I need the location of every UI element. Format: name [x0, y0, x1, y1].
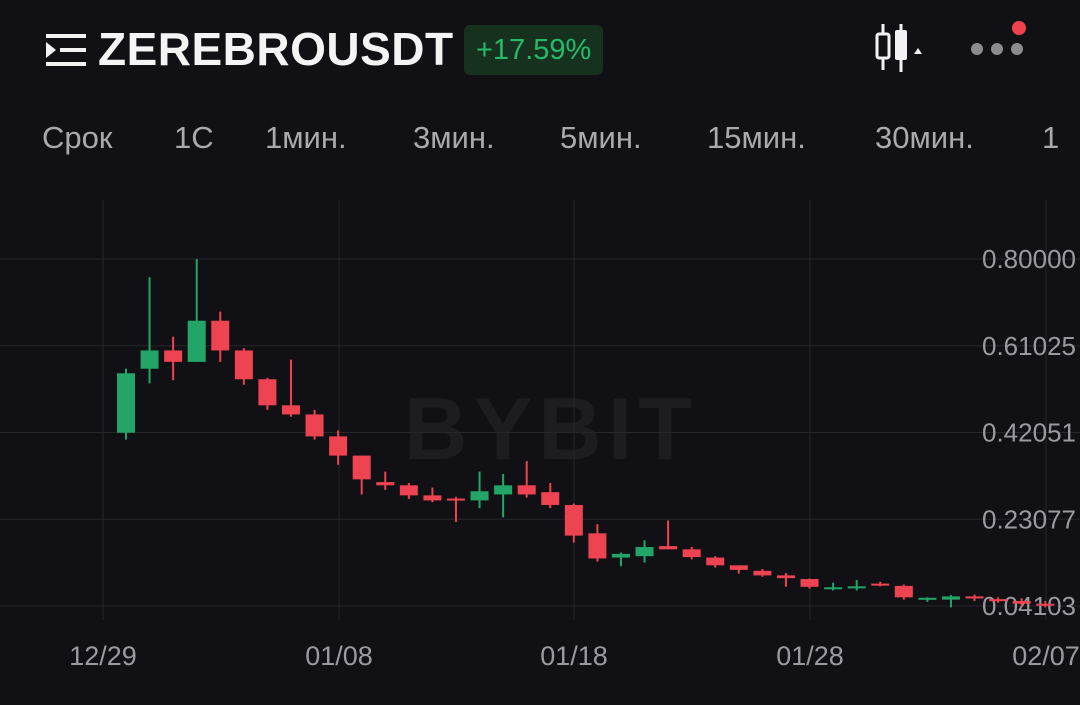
- candle-body[interactable]: [611, 553, 630, 558]
- candle-body[interactable]: [187, 320, 206, 362]
- candle-body[interactable]: [423, 495, 442, 501]
- more-dots-icon[interactable]: [968, 18, 1030, 64]
- header: ZEREBROUSDT +17.59%: [0, 0, 1080, 100]
- candle-body[interactable]: [329, 436, 348, 456]
- candle-body[interactable]: [965, 596, 984, 599]
- x-tick-label: 01/18: [540, 641, 608, 671]
- candle-body[interactable]: [753, 570, 772, 576]
- candle-body[interactable]: [234, 350, 253, 380]
- tab-15min[interactable]: 15мин.: [707, 120, 806, 155]
- candle-body[interactable]: [659, 546, 678, 550]
- tab-5min[interactable]: 5мин.: [560, 120, 642, 155]
- price-chart[interactable]: 12/29 01/08 01/18 01/28 02/07 0.80000 0.61025 0…: [0, 190, 1080, 705]
- candle-body[interactable]: [470, 491, 489, 501]
- candle-body[interactable]: [588, 533, 607, 559]
- candle-body[interactable]: [494, 485, 513, 495]
- tab-30min[interactable]: 30мин.: [875, 120, 974, 155]
- symbol-title[interactable]: ZEREBROUSDT: [98, 23, 454, 75]
- candlestick-icon[interactable]: [872, 22, 928, 74]
- candle-body[interactable]: [376, 482, 395, 486]
- x-tick-label: 01/08: [305, 641, 373, 671]
- y-tick-label: 0.80000: [982, 244, 1076, 274]
- candle-body[interactable]: [800, 579, 819, 587]
- candle-body[interactable]: [941, 596, 960, 600]
- timeframe-tabs: Срок 1С 1мин. 3мин. 5мин. 15мин. 30мин. …: [0, 110, 1080, 166]
- candle-body[interactable]: [918, 597, 937, 600]
- candle-body[interactable]: [989, 599, 1008, 602]
- candle-body[interactable]: [706, 557, 725, 566]
- y-tick-label: 0.61025: [982, 331, 1076, 361]
- price-change-badge: +17.59%: [464, 25, 604, 75]
- candle-body[interactable]: [1012, 600, 1031, 604]
- candle-body[interactable]: [211, 320, 230, 351]
- candle-body[interactable]: [871, 583, 890, 586]
- candle-body[interactable]: [776, 575, 795, 579]
- candle-body[interactable]: [541, 492, 560, 505]
- candle-body[interactable]: [352, 455, 371, 480]
- tab-1min[interactable]: 1мин.: [265, 120, 347, 155]
- candle-body[interactable]: [399, 485, 418, 496]
- candle-body[interactable]: [682, 549, 701, 558]
- candle-body[interactable]: [258, 379, 277, 406]
- x-tick-label: 12/29: [69, 641, 137, 671]
- candle-body[interactable]: [635, 547, 654, 557]
- candle-body[interactable]: [847, 586, 866, 589]
- candle-body[interactable]: [446, 498, 465, 501]
- notification-dot: [1012, 21, 1026, 35]
- exchange-watermark: BYBIT: [404, 379, 698, 478]
- candle-body[interactable]: [117, 373, 135, 433]
- y-tick-label: 0.04103: [982, 591, 1076, 621]
- candle-body[interactable]: [564, 504, 583, 536]
- candle-body[interactable]: [305, 414, 324, 437]
- menu-icon[interactable]: [46, 33, 88, 67]
- tab-1s[interactable]: 1С: [174, 120, 214, 155]
- candle-body[interactable]: [729, 565, 748, 570]
- y-tick-label: 0.23077: [982, 504, 1076, 534]
- tab-period[interactable]: Срок: [42, 120, 113, 155]
- candle-body[interactable]: [517, 485, 536, 495]
- candle-body[interactable]: [824, 587, 843, 590]
- x-tick-label: 02/07: [1012, 641, 1080, 671]
- tab-3min[interactable]: 3мин.: [413, 120, 495, 155]
- candle-body[interactable]: [164, 350, 183, 362]
- x-tick-label: 01/28: [776, 641, 844, 671]
- candle-body[interactable]: [894, 585, 913, 598]
- candle-body[interactable]: [281, 405, 300, 415]
- candle-body[interactable]: [140, 350, 159, 369]
- tab-1h[interactable]: 1: [1042, 120, 1060, 155]
- y-tick-label: 0.42051: [982, 418, 1076, 448]
- candle-body[interactable]: [1036, 603, 1055, 606]
